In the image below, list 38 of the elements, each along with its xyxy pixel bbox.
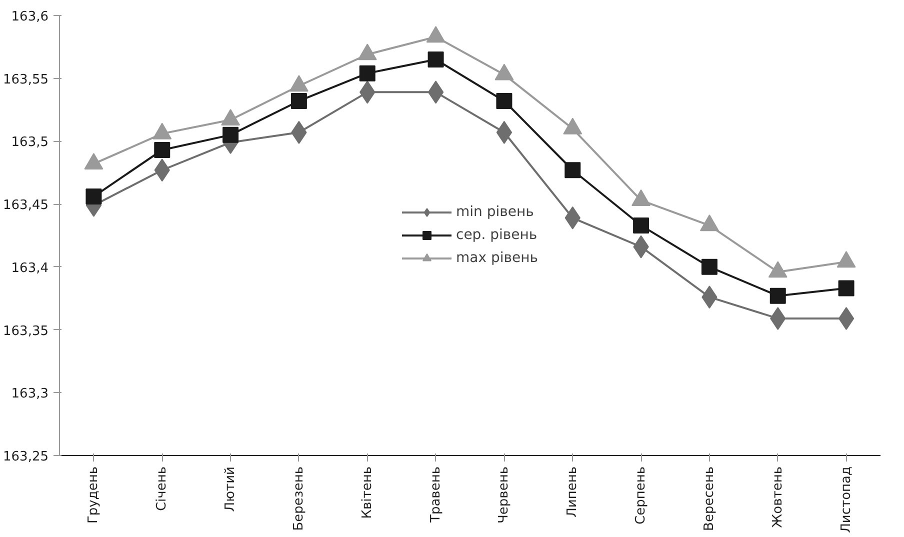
point xyxy=(633,217,650,234)
y-tick-label: 163,4 xyxy=(11,260,48,276)
point xyxy=(701,258,718,275)
x-tick-label: Жовтень xyxy=(770,466,786,528)
point xyxy=(428,52,444,68)
y-tick-label: 163,5 xyxy=(11,135,48,150)
y-tick-label: 163,3 xyxy=(11,386,48,402)
point xyxy=(564,162,581,178)
point xyxy=(359,65,376,82)
point xyxy=(838,306,854,330)
point xyxy=(838,280,854,296)
point xyxy=(770,288,786,304)
point xyxy=(222,126,239,143)
x-tick-label: Листопад xyxy=(838,466,854,533)
y-tick-label: 163,25 xyxy=(3,450,49,464)
legend-label: сер. рівень xyxy=(456,227,538,243)
y-tick-label: 163,35 xyxy=(3,324,49,339)
point xyxy=(496,120,512,144)
x-tick-label: Квітень xyxy=(360,466,375,519)
x-tick-label: Лютий xyxy=(223,466,238,512)
x-tick-label: Січень xyxy=(154,466,170,512)
x-tick-label: Червень xyxy=(496,466,512,524)
y-tick-label: 163,6 xyxy=(11,10,48,24)
y-tick-label: 163,45 xyxy=(3,198,49,214)
x-tick-label: Березень xyxy=(291,466,306,531)
legend-label: max рівень xyxy=(456,250,538,266)
legend-label: min рівень xyxy=(456,204,534,220)
x-tick-label: Вересень xyxy=(702,466,717,531)
x-tick-label: Грудень xyxy=(86,466,102,524)
point xyxy=(428,80,444,104)
x-tick-label: Серпень xyxy=(634,466,649,524)
point xyxy=(290,92,307,109)
x-tick-label: Травень xyxy=(428,466,444,524)
point xyxy=(154,142,170,158)
y-tick-label: 163,55 xyxy=(3,72,49,88)
x-tick-label: Липень xyxy=(565,466,580,518)
point xyxy=(86,188,102,205)
point xyxy=(496,92,512,109)
